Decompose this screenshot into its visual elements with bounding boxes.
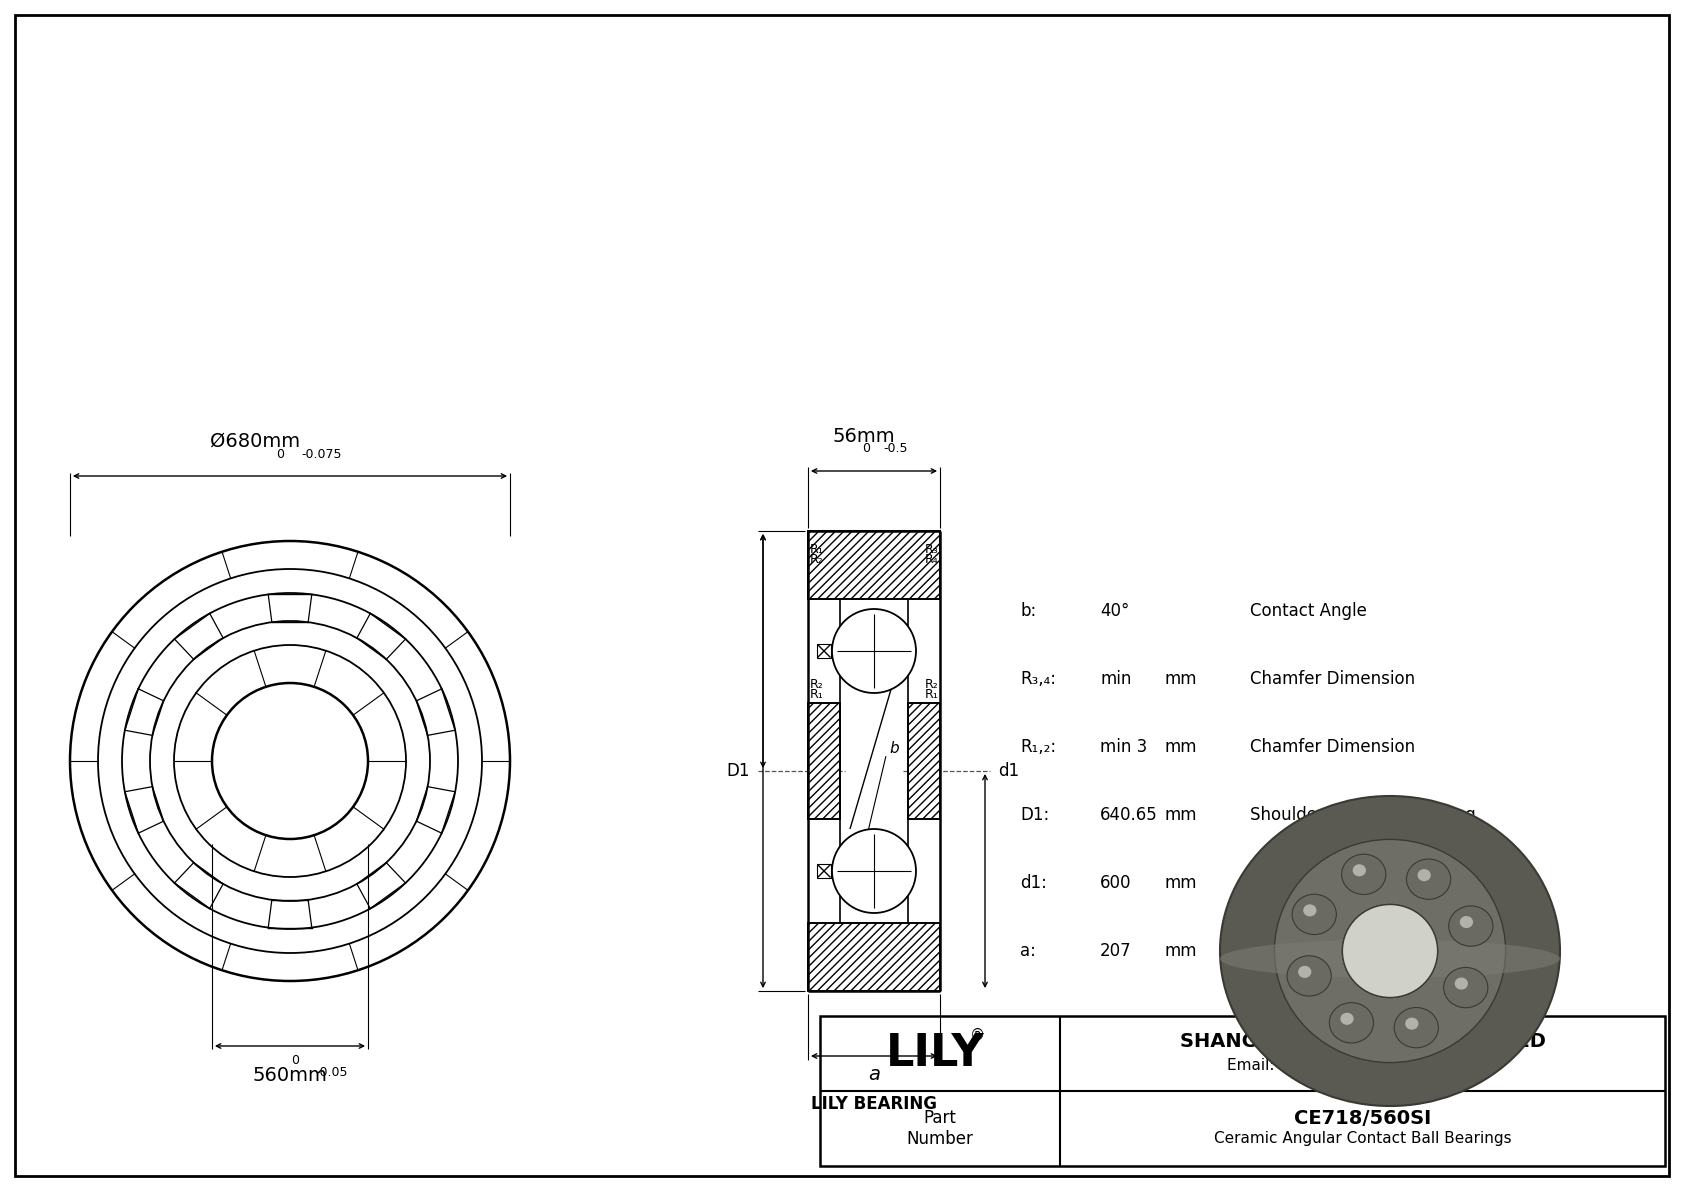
Polygon shape (908, 703, 940, 819)
Text: min: min (1100, 671, 1132, 688)
Bar (817, 644, 830, 657)
Text: SHANGHAI LILY BEARING LIMITED: SHANGHAI LILY BEARING LIMITED (1179, 1031, 1546, 1050)
Text: R₃: R₃ (925, 543, 938, 556)
Text: Chamfer Dimension: Chamfer Dimension (1250, 671, 1415, 688)
Polygon shape (808, 703, 840, 819)
Ellipse shape (1292, 894, 1337, 935)
Ellipse shape (1342, 904, 1438, 998)
Bar (817, 863, 830, 878)
Text: b:: b: (1021, 601, 1036, 621)
Text: 560mm: 560mm (253, 1066, 327, 1085)
Text: a: a (867, 1065, 881, 1084)
Text: -0.5: -0.5 (884, 443, 908, 455)
Text: LILY: LILY (886, 1031, 985, 1075)
Text: R₁: R₁ (925, 688, 938, 701)
Text: R₄: R₄ (925, 553, 938, 566)
Text: b: b (889, 741, 899, 756)
Ellipse shape (1329, 1003, 1374, 1043)
Ellipse shape (1460, 916, 1474, 928)
Text: Shoulder Dia Of Outer Ring: Shoulder Dia Of Outer Ring (1250, 806, 1475, 824)
Ellipse shape (1352, 865, 1366, 877)
Ellipse shape (1394, 1008, 1438, 1048)
Polygon shape (808, 923, 940, 991)
Ellipse shape (1443, 967, 1489, 1008)
Ellipse shape (1448, 906, 1494, 946)
Text: Email: lilybearing@lily-bearing.com: Email: lilybearing@lily-bearing.com (1228, 1058, 1499, 1073)
Text: Distance From Side Face To: Distance From Side Face To (1250, 937, 1475, 955)
Ellipse shape (1455, 978, 1468, 990)
Ellipse shape (1342, 854, 1386, 894)
Text: d1: d1 (999, 762, 1019, 780)
Text: 600: 600 (1100, 874, 1132, 892)
Text: 40°: 40° (1100, 601, 1130, 621)
Ellipse shape (1298, 966, 1312, 978)
Text: Ceramic Angular Contact Ball Bearings: Ceramic Angular Contact Ball Bearings (1214, 1131, 1511, 1146)
Text: 0: 0 (291, 1054, 300, 1067)
Text: Part
Number: Part Number (906, 1109, 973, 1148)
Ellipse shape (1404, 1017, 1418, 1030)
Text: -0.05: -0.05 (317, 1066, 349, 1079)
Text: mm: mm (1165, 738, 1197, 756)
Text: mm: mm (1165, 671, 1197, 688)
Bar (820, 1016, 1665, 1166)
Ellipse shape (832, 609, 916, 693)
Text: min 3: min 3 (1100, 738, 1147, 756)
Text: 0: 0 (276, 448, 285, 461)
Text: mm: mm (1165, 806, 1197, 824)
Text: D1: D1 (726, 762, 749, 780)
Text: 0: 0 (862, 443, 871, 455)
Text: Chamfer Dimension: Chamfer Dimension (1250, 738, 1415, 756)
Text: 207: 207 (1100, 942, 1132, 960)
Text: Pressure Point: Pressure Point (1250, 947, 1367, 965)
Text: ®: ® (970, 1028, 985, 1043)
Text: Ø680mm: Ø680mm (210, 431, 300, 450)
Ellipse shape (1418, 869, 1431, 881)
Text: a:: a: (1021, 942, 1036, 960)
Ellipse shape (1303, 904, 1317, 916)
Text: d1:: d1: (1021, 874, 1047, 892)
Text: CE718/560SI: CE718/560SI (1293, 1109, 1431, 1128)
Text: -0.075: -0.075 (301, 448, 342, 461)
Ellipse shape (1340, 1012, 1354, 1024)
Text: mm: mm (1165, 942, 1197, 960)
Ellipse shape (1406, 859, 1450, 899)
Text: D1:: D1: (1021, 806, 1049, 824)
Polygon shape (808, 531, 940, 599)
Ellipse shape (1342, 904, 1438, 998)
Ellipse shape (832, 829, 916, 913)
Ellipse shape (1219, 796, 1559, 1106)
Text: Contact Angle: Contact Angle (1250, 601, 1367, 621)
Text: LILY BEARING: LILY BEARING (812, 1095, 936, 1114)
Ellipse shape (1275, 840, 1505, 1062)
Text: R₁: R₁ (810, 543, 823, 556)
Text: R₂: R₂ (925, 678, 938, 691)
Text: R₂: R₂ (810, 678, 823, 691)
Text: R₂: R₂ (810, 553, 823, 566)
Text: R₁,₂:: R₁,₂: (1021, 738, 1056, 756)
Text: 640.65: 640.65 (1100, 806, 1159, 824)
Ellipse shape (1219, 940, 1559, 978)
Text: R₃,₄:: R₃,₄: (1021, 671, 1056, 688)
Text: mm: mm (1165, 874, 1197, 892)
Text: R₁: R₁ (810, 688, 823, 701)
Text: 56mm: 56mm (832, 426, 896, 445)
Ellipse shape (1287, 955, 1332, 996)
Text: Shoulder Dia Of inner Ring: Shoulder Dia Of inner Ring (1250, 874, 1472, 892)
